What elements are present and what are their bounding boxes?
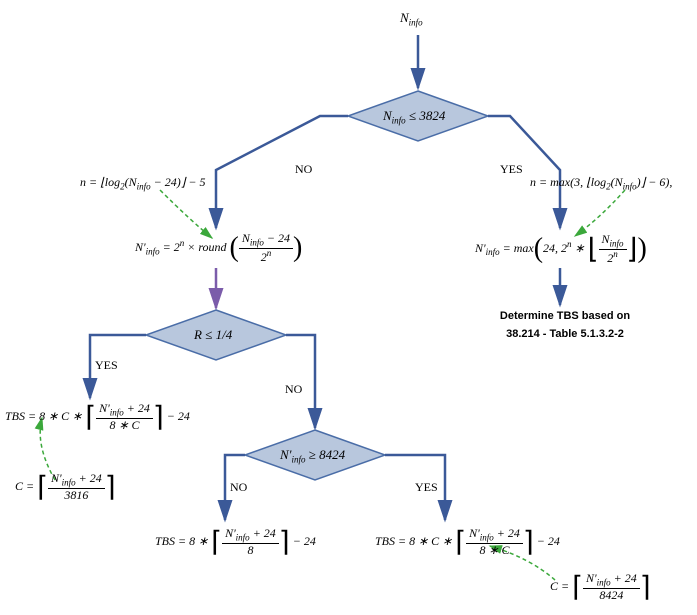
n-left-formula: n = ⌊log2(Ninfo − 24)⌋ − 5 (80, 175, 206, 191)
decision2-text: R ≤ 1/4 (194, 327, 232, 343)
nl-mid: (N (125, 175, 137, 189)
start-sub: info (409, 18, 423, 28)
nl-pre: n = ⌊log (80, 175, 120, 189)
d1-sub: info (392, 116, 406, 126)
nr-mid: (N (611, 175, 623, 189)
dtb-l2: 38.214 - Table 5.1.3.2-2 (490, 328, 640, 340)
d1-n: N (383, 108, 392, 123)
tbs-bottom-left: TBS = 8 ∗ ⌈N'info + 248⌉ − 24 (155, 525, 316, 559)
tbs-left-formula: TBS = 8 ∗ C ∗ ⌈N'info + 248 ∗ C⌉ − 24 (5, 400, 190, 434)
d2-no-label: NO (285, 382, 302, 397)
c-right-formula: C = ⌈N'info + 248424⌉ (550, 570, 651, 604)
tbs-bottom-right: TBS = 8 ∗ C ∗ ⌈N'info + 248 ∗ C⌉ − 24 (375, 525, 560, 559)
d2-yes-label: YES (95, 358, 118, 373)
nl-post: − 24)⌋ − 5 (151, 175, 206, 189)
ninfo-prime-left: N'info = 2n × round (Ninfo − 242n) (135, 232, 302, 264)
flowchart-svg (0, 0, 697, 615)
dtb-l1: Determine TBS based on (490, 310, 640, 322)
start-node: Ninfo (400, 10, 423, 28)
decision3-text: N'info ≥ 8424 (280, 447, 345, 465)
c-left-formula: C = ⌈N'info + 243816⌉ (15, 470, 116, 504)
d1-op: ≤ 3824 (406, 108, 446, 123)
d3-no-label: NO (230, 480, 247, 495)
d3-yes-label: YES (415, 480, 438, 495)
ninfo-prime-right: N'info = max(24, 2n ∗ ⌊Ninfo2n⌋) (475, 232, 647, 266)
d2-label: R ≤ 1/4 (194, 327, 232, 342)
n-right-formula: n = max(3, ⌊log2(Ninfo)⌋ − 6), (530, 175, 672, 191)
decision1-text: Ninfo ≤ 3824 (383, 108, 445, 126)
start-label: N (400, 10, 409, 25)
d1-yes-label: YES (500, 162, 523, 177)
nl-s2: info (137, 181, 151, 191)
nr-pre: n = max(3, ⌊log (530, 175, 606, 189)
nr-post: )⌋ − 6), (637, 175, 673, 189)
d1-no-label: NO (295, 162, 312, 177)
determine-tbs: Determine TBS based on 38.214 - Table 5.… (490, 310, 640, 340)
nr-s2: info (623, 181, 637, 191)
